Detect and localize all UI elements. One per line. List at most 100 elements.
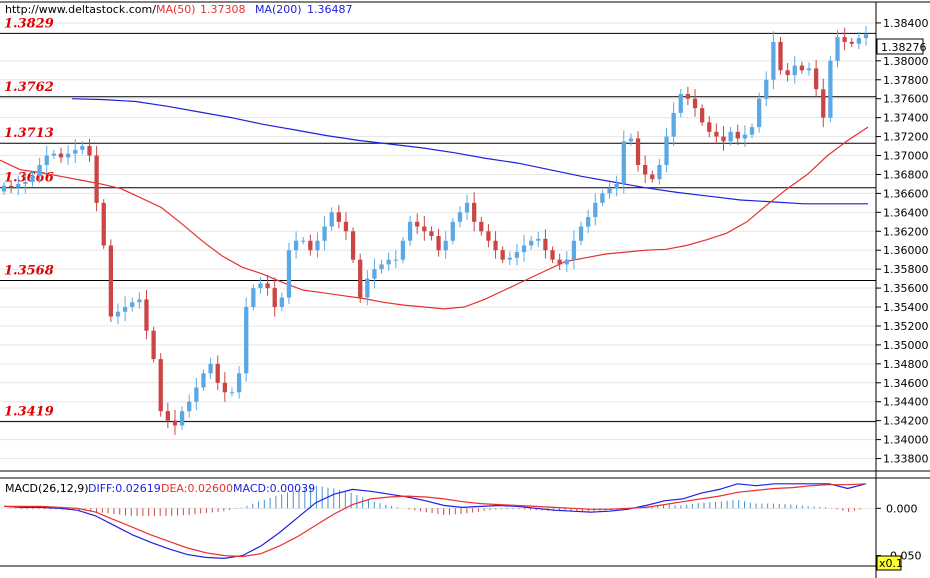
candle-body xyxy=(179,411,185,426)
candle-body xyxy=(208,363,213,374)
ma50-path xyxy=(0,126,869,310)
macd-panel: 0.000-0.050 xyxy=(0,483,921,563)
candle-body xyxy=(721,136,726,142)
candle-body xyxy=(407,221,413,241)
candle-body xyxy=(557,259,562,265)
price-tick-label: 1.35000 xyxy=(883,339,929,352)
candle-body xyxy=(472,202,477,222)
price-tick-label: 1.33800 xyxy=(883,453,929,466)
candle-body xyxy=(201,373,206,388)
price-tick-label: 1.36000 xyxy=(883,244,929,257)
candle-body xyxy=(365,278,370,298)
candle-body xyxy=(529,240,534,246)
macd-diff-line xyxy=(3,483,867,560)
macd-dea: DEA:0.02600 xyxy=(161,482,233,495)
candle-body xyxy=(621,141,626,184)
price-tick-label: 1.35200 xyxy=(883,320,929,333)
candle-body xyxy=(749,127,755,135)
candle-body xyxy=(664,136,669,165)
candle-body xyxy=(422,226,427,232)
ma50-line xyxy=(0,126,869,310)
candle-body xyxy=(821,89,826,118)
candle-body xyxy=(329,212,334,227)
level-label: 1.3713 xyxy=(4,126,54,141)
candle-body xyxy=(144,299,149,331)
candle-body xyxy=(586,217,591,227)
macd-title: MACD(26,12,9) xyxy=(5,482,89,495)
candle-body xyxy=(308,240,313,251)
candle-body xyxy=(685,93,691,99)
candle-body xyxy=(251,288,256,308)
candle-body xyxy=(73,149,78,154)
candle-body xyxy=(785,70,790,76)
candle-body xyxy=(607,188,612,194)
level-label: 1.3419 xyxy=(4,405,54,420)
price-tick-label: 1.38000 xyxy=(883,55,929,68)
ma200-label: MA(200) xyxy=(255,3,302,16)
level-label: 1.3829 xyxy=(4,16,54,31)
candle-body xyxy=(236,373,242,393)
candle-body xyxy=(358,259,363,298)
source-url[interactable]: http://www.deltastock.com/ xyxy=(5,3,156,16)
candle-body xyxy=(51,153,57,156)
price-tick-label: 1.37000 xyxy=(883,150,929,163)
candle-body xyxy=(813,68,819,90)
candlesticks xyxy=(1,25,869,435)
ma200-line xyxy=(71,98,868,205)
candle-body xyxy=(536,238,541,241)
macd-scale-badge[interactable] xyxy=(876,555,902,571)
candle-body xyxy=(828,60,833,118)
candle-body xyxy=(293,240,299,251)
last-price-label: 1.38276 xyxy=(881,41,927,54)
candle-body xyxy=(521,245,527,253)
price-axis[interactable]: 1.38400 1.38000 1.37800 1.37600 1.37400 1.372… xyxy=(876,17,929,466)
candle-body xyxy=(835,37,840,61)
price-tick-label: 1.35800 xyxy=(883,263,929,276)
candle-body xyxy=(493,240,498,251)
candle-body xyxy=(443,240,448,251)
candle-body xyxy=(44,155,49,165)
candle-body xyxy=(8,185,14,188)
candle-body xyxy=(272,288,277,308)
candle-body xyxy=(222,382,227,393)
price-tick-label: 1.35600 xyxy=(883,282,929,295)
candle-body xyxy=(457,212,463,222)
price-tick-label: 1.36200 xyxy=(883,225,929,238)
candle-body xyxy=(350,231,356,260)
candle-body xyxy=(614,183,619,189)
candle-body xyxy=(386,259,391,265)
candle-body xyxy=(849,41,854,44)
candle-body xyxy=(543,238,548,251)
ma200-path xyxy=(71,98,868,205)
candle-body xyxy=(16,183,21,188)
candle-body xyxy=(393,259,398,261)
candle-body xyxy=(436,236,441,251)
candle-body xyxy=(343,221,349,232)
candle-body xyxy=(379,264,384,270)
candle-body xyxy=(58,153,64,158)
candle-body xyxy=(678,93,683,113)
candle-body xyxy=(244,307,249,374)
candle-body xyxy=(550,250,555,260)
candle-body xyxy=(856,38,862,44)
price-grid xyxy=(0,22,876,460)
macd-value: MACD:0.00039 xyxy=(233,482,315,495)
price-tick-label: 1.34600 xyxy=(883,377,929,390)
candle-body xyxy=(757,98,762,128)
macd-diff: DIFF:0.02619 xyxy=(88,482,161,495)
price-tick-label: 1.37600 xyxy=(883,93,929,106)
candle-body xyxy=(657,164,662,180)
candle-body xyxy=(322,226,327,241)
candle-body xyxy=(37,164,42,177)
candle-body xyxy=(130,302,135,308)
price-tick-label: 1.36400 xyxy=(883,206,929,219)
candle-body xyxy=(479,221,484,232)
candle-body xyxy=(714,131,719,137)
candle-body xyxy=(842,37,847,42)
candle-body xyxy=(122,307,128,312)
candle-body xyxy=(728,131,733,142)
candle-body xyxy=(372,269,377,279)
candle-body xyxy=(23,182,28,184)
